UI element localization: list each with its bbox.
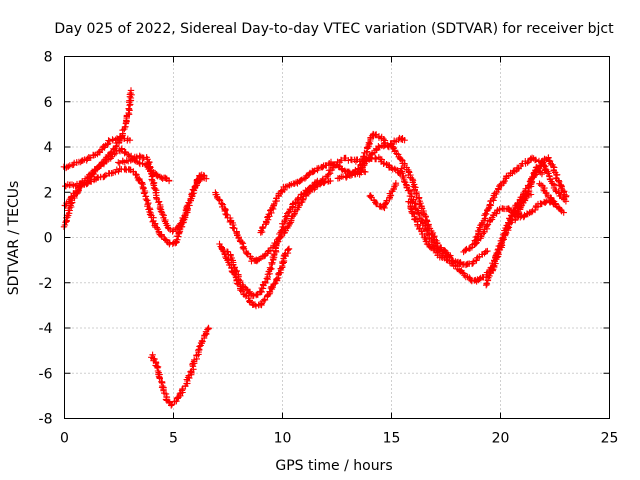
point-markers	[483, 154, 570, 289]
point-markers	[397, 165, 491, 269]
point-markers	[355, 141, 454, 259]
series-track-o	[397, 165, 491, 269]
series-track-r	[471, 154, 570, 248]
point-markers	[60, 133, 134, 172]
y-tick-label: 6	[44, 95, 53, 111]
x-tick-label: 10	[274, 431, 292, 447]
x-axis-label: GPS time / hours	[275, 458, 392, 474]
series-track-j	[257, 158, 369, 236]
series-track-e	[115, 152, 205, 235]
x-tick-label: 20	[492, 431, 510, 447]
point-markers	[148, 324, 212, 409]
point-markers	[115, 152, 205, 235]
series-track-s	[483, 154, 570, 289]
x-tick-label: 25	[601, 431, 619, 447]
series-track-b	[60, 133, 134, 172]
series-track-m	[355, 141, 454, 259]
grid	[64, 56, 610, 419]
series-track-f	[148, 324, 212, 409]
y-tick-label: 8	[44, 50, 53, 66]
series-track-t	[536, 180, 567, 216]
point-markers	[61, 87, 135, 209]
y-axis-label: SDTVAR / TECUs	[6, 181, 22, 296]
y-tick-label: -6	[39, 366, 53, 382]
point-markers	[212, 177, 321, 265]
x-tick-label: 0	[60, 431, 69, 447]
y-tick-label: 0	[44, 231, 53, 247]
y-tick-label: 4	[44, 140, 53, 156]
point-markers	[366, 180, 400, 212]
y-tick-label: -2	[39, 276, 53, 292]
point-markers	[512, 163, 546, 224]
point-markers	[405, 191, 535, 285]
x-tick-label: 15	[383, 431, 401, 447]
series-track-n	[366, 180, 400, 212]
point-markers	[257, 158, 369, 236]
series-track-u	[512, 163, 546, 224]
axis-ticks: 0 5 10 15 20 25 -8 -6 -4 -2 0 2 4 6 8	[39, 50, 619, 447]
series-track-g	[212, 177, 321, 265]
y-tick-label: 2	[44, 185, 53, 201]
point-markers	[471, 154, 570, 248]
y-tick-label: -8	[39, 412, 53, 428]
point-markers	[536, 180, 567, 216]
y-tick-label: -4	[39, 321, 53, 337]
series-track-a	[61, 87, 135, 209]
series-track-p	[405, 191, 535, 285]
data-points	[60, 87, 570, 409]
chart-title: Day 025 of 2022, Sidereal Day-to-day VTE…	[54, 21, 614, 37]
x-tick-label: 5	[169, 431, 178, 447]
